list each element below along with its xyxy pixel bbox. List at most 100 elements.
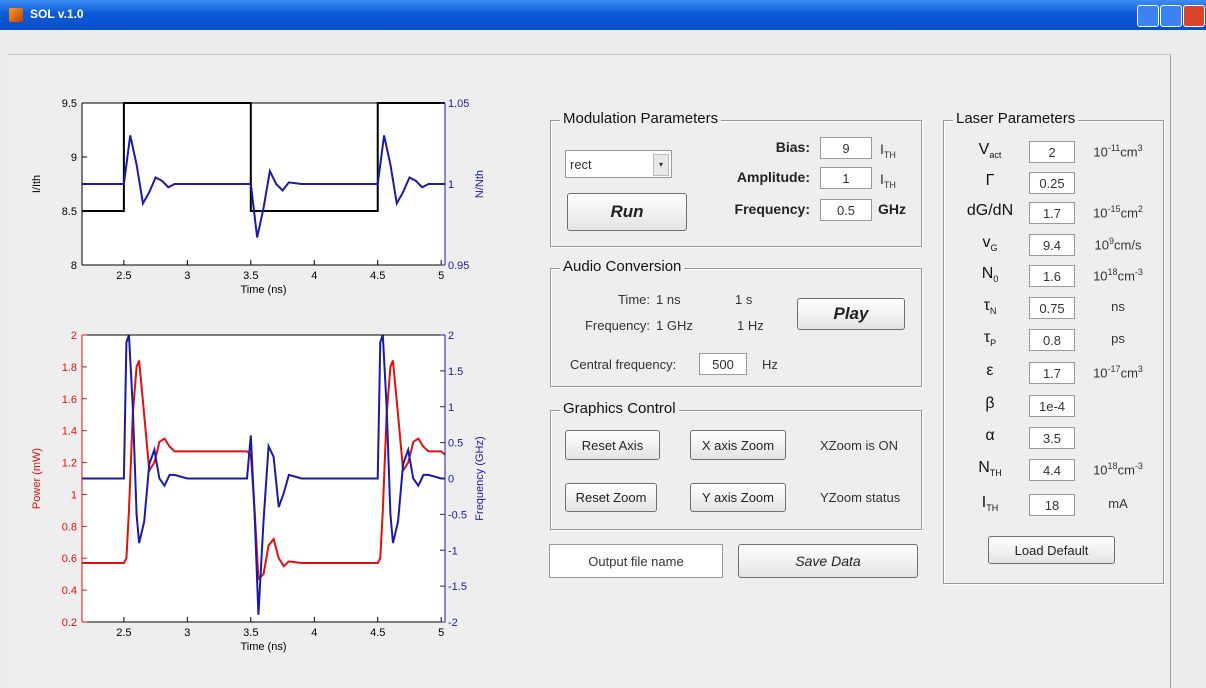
param-label: τN bbox=[958, 297, 1022, 316]
y-tick-label: 1 bbox=[71, 489, 77, 501]
label-text: dG/dN bbox=[966, 202, 1014, 219]
unit-text: 10 bbox=[1093, 365, 1108, 381]
output-file-input[interactable]: Output file name bbox=[549, 544, 723, 578]
label-sub: 0 bbox=[993, 274, 999, 285]
x-tick-label: 3 bbox=[184, 627, 190, 639]
label-text: v bbox=[982, 234, 991, 251]
param-input[interactable]: 1e-4 bbox=[1029, 395, 1075, 417]
y2-tick-label: 0.5 bbox=[448, 438, 463, 450]
param-input[interactable]: 3.5 bbox=[1029, 427, 1075, 449]
frequency-from: 1 GHz bbox=[656, 318, 693, 333]
param-unit: 1018cm-3 bbox=[1082, 461, 1154, 477]
label-text: Γ bbox=[985, 172, 995, 189]
time-to: 1 s bbox=[735, 292, 753, 307]
param-unit: ps bbox=[1082, 331, 1154, 346]
unit-sup: -15 bbox=[1107, 204, 1121, 214]
audio-panel bbox=[550, 268, 922, 387]
param-unit: 10-11cm3 bbox=[1082, 143, 1154, 159]
modulation-panel bbox=[550, 120, 922, 247]
save-data-button[interactable]: Save Data bbox=[738, 544, 918, 578]
param-input[interactable]: 1.7 bbox=[1029, 362, 1075, 384]
label-sub: N bbox=[989, 306, 997, 317]
y-axis-label: Power (mW) bbox=[31, 448, 43, 509]
unit-sup: 3 bbox=[1137, 364, 1143, 374]
y-tick-label: 0.8 bbox=[62, 521, 77, 533]
x-tick-label: 2.5 bbox=[116, 270, 131, 282]
y-zoom-button[interactable]: Y axis Zoom bbox=[690, 483, 786, 512]
bias-unit: ITH bbox=[880, 141, 896, 160]
x-tick-label: 5 bbox=[438, 627, 444, 639]
unit-sup: 2 bbox=[1137, 204, 1143, 214]
label-text: α bbox=[985, 427, 995, 444]
run-button[interactable]: Run bbox=[567, 193, 687, 231]
y2-tick-label: -2 bbox=[448, 617, 458, 629]
panel-title: Graphics Control bbox=[560, 400, 679, 417]
central-frequency-input[interactable]: 500 bbox=[699, 353, 747, 375]
x-tick-label: 4.5 bbox=[370, 627, 385, 639]
param-input[interactable]: 4.4 bbox=[1029, 459, 1075, 481]
unit-sup: 9 bbox=[1109, 236, 1115, 246]
unit-sup: 18 bbox=[1107, 461, 1118, 471]
y2-tick-label: 1 bbox=[448, 402, 454, 414]
amplitude-label: Amplitude: bbox=[736, 169, 810, 185]
unit-sup: -11 bbox=[1107, 143, 1121, 153]
unit-text: cm bbox=[1120, 144, 1138, 160]
unit-text: cm bbox=[1120, 205, 1138, 221]
y-tick-label: 9 bbox=[71, 152, 77, 164]
frequency-input[interactable]: 0.5 bbox=[820, 199, 872, 221]
x-zoom-button[interactable]: X axis Zoom bbox=[690, 430, 786, 460]
label-text: β bbox=[985, 395, 995, 412]
plot-area bbox=[82, 103, 445, 265]
panel-title: Audio Conversion bbox=[560, 258, 685, 275]
unit-text: 10 bbox=[1093, 205, 1108, 221]
y-tick-label: 0.4 bbox=[62, 585, 77, 597]
x-tick-label: 5 bbox=[438, 270, 444, 282]
unit-text: 10 bbox=[1093, 144, 1108, 160]
param-label: ε bbox=[958, 362, 1022, 380]
param-input[interactable]: 0.25 bbox=[1029, 172, 1075, 194]
param-label: ITH bbox=[958, 494, 1022, 513]
param-input[interactable]: 9.4 bbox=[1029, 234, 1075, 256]
param-label: NTH bbox=[958, 459, 1022, 478]
param-unit: 10-17cm3 bbox=[1082, 364, 1154, 380]
unit-text: mA bbox=[1108, 496, 1128, 511]
waveform-dropdown[interactable]: rect ▾ bbox=[565, 150, 672, 178]
play-button[interactable]: Play bbox=[797, 298, 905, 330]
unit-sup: -3 bbox=[1134, 267, 1143, 277]
close-button[interactable] bbox=[1183, 5, 1205, 27]
param-input[interactable]: 0.75 bbox=[1029, 297, 1075, 319]
series-line bbox=[82, 135, 445, 238]
reset-axis-button[interactable]: Reset Axis bbox=[565, 430, 660, 460]
y2-tick-label: 1.05 bbox=[448, 98, 469, 110]
unit-sup: -17 bbox=[1107, 364, 1121, 374]
minimize-button[interactable] bbox=[1137, 5, 1159, 27]
param-input[interactable]: 0.8 bbox=[1029, 329, 1075, 351]
amplitude-input[interactable]: 1 bbox=[820, 167, 872, 189]
label-sub: P bbox=[990, 338, 997, 349]
frequency-to: 1 Hz bbox=[737, 318, 764, 333]
y-tick-label: 1.4 bbox=[62, 426, 77, 438]
x-axis-label: Time (ns) bbox=[240, 284, 286, 296]
panel-title: Modulation Parameters bbox=[560, 110, 722, 127]
unit-text: I bbox=[880, 171, 884, 187]
param-input[interactable]: 1.6 bbox=[1029, 265, 1075, 287]
bias-label: Bias: bbox=[775, 139, 810, 155]
y2-tick-label: 2 bbox=[448, 330, 454, 342]
plots: 2.5 3 3.5 4 4.5 5 8 8.5 9 9.5 0.95 1 1.05 Time (ns) I/… bbox=[31, 98, 486, 653]
label-sub: TH bbox=[986, 503, 999, 514]
y2-axis-label: Frequency (GHz) bbox=[474, 436, 486, 520]
dropdown-arrow[interactable]: ▾ bbox=[653, 154, 669, 176]
param-input[interactable]: 1.7 bbox=[1029, 202, 1075, 224]
param-unit: mA bbox=[1082, 496, 1154, 511]
load-default-button[interactable]: Load Default bbox=[988, 536, 1115, 564]
panel-title: Laser Parameters bbox=[953, 110, 1079, 127]
param-input[interactable]: 2 bbox=[1029, 141, 1075, 163]
unit-sup: 18 bbox=[1107, 267, 1118, 277]
param-label: α bbox=[958, 427, 1022, 445]
maximize-button[interactable] bbox=[1160, 5, 1182, 27]
param-label: Vact bbox=[958, 141, 1022, 160]
param-input[interactable]: 18 bbox=[1029, 494, 1075, 516]
bias-input[interactable]: 9 bbox=[820, 137, 872, 159]
reset-zoom-button[interactable]: Reset Zoom bbox=[565, 483, 657, 512]
unit-text: 10 bbox=[1094, 237, 1109, 253]
